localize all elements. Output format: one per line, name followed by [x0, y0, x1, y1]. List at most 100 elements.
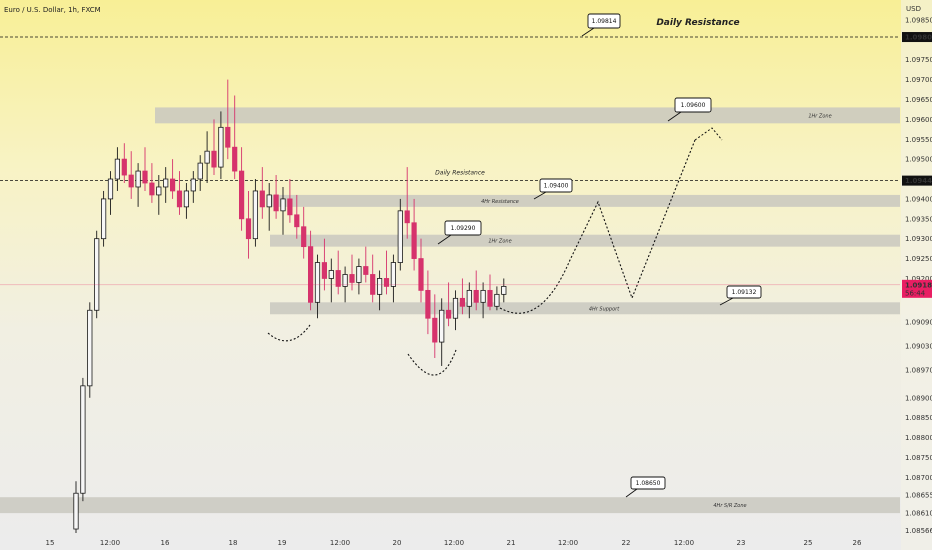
- time-tick-label: 18: [229, 539, 238, 547]
- callout-box: [587, 13, 621, 29]
- time-tick-label: 12:00: [558, 539, 578, 547]
- candle-body: [294, 214, 300, 228]
- candle-body: [169, 178, 176, 192]
- candle-body: [452, 297, 459, 319]
- currency-label: USD: [906, 5, 921, 13]
- candle-body: [121, 158, 127, 176]
- candle-body: [349, 274, 355, 283]
- price-tick-label: 1.09200: [905, 275, 932, 283]
- candle-body: [128, 174, 134, 188]
- price-tag: [902, 279, 932, 298]
- zone-label: 4Hr Resistance: [481, 199, 519, 205]
- price-tick-label: 1.09350: [905, 215, 932, 223]
- candle-body: [114, 158, 120, 180]
- zone-band: [270, 234, 900, 247]
- candle-body: [363, 266, 369, 275]
- candle-body: [135, 170, 141, 188]
- projection-curve: [407, 349, 457, 376]
- callout-label: 1.09290: [451, 225, 476, 232]
- candle-body: [287, 198, 293, 216]
- time-axis[interactable]: 15 12:00 16 18 19 12:00 20 12:00 21 12:00 22 12:00 2…: [46, 539, 862, 547]
- callouts-layer: 1.09814 1.09600 1.09400 1.09290 1.09132 1.086…: [437, 13, 762, 498]
- candle-body: [238, 170, 245, 220]
- price-tick-label: 1.09400: [905, 195, 932, 203]
- candle-body: [425, 289, 431, 319]
- price-tag-sublabel: 56:44: [905, 289, 926, 297]
- candle-body: [356, 266, 362, 283]
- price-tick-label: 1.09550: [905, 136, 932, 144]
- zone-band: [155, 107, 900, 124]
- price-tick-label: 1.09250: [905, 255, 932, 263]
- price-tag-label: 1.09807: [905, 34, 932, 42]
- price-tick-label: 1.09500: [905, 156, 932, 164]
- candle-body: [156, 186, 162, 196]
- price-tick-label: 1.09600: [905, 116, 932, 124]
- candle-body: [80, 385, 86, 494]
- time-tick-label: 21: [507, 539, 516, 547]
- candle-body: [259, 190, 265, 208]
- projection-curve: [499, 139, 696, 314]
- candle-body: [370, 274, 376, 295]
- candle-body: [149, 182, 155, 196]
- price-tick-label: 1.09030: [905, 343, 932, 351]
- zone-band: [0, 497, 900, 514]
- candle-body: [459, 297, 466, 307]
- candle-body: [342, 274, 348, 287]
- candle-body: [335, 270, 341, 287]
- price-tick-label: 1.09650: [905, 96, 932, 104]
- zones-layer: 1Hr Zone 4Hr Resistance 1Hr Zone 4Hr Suppor…: [0, 107, 900, 514]
- candle-body: [445, 309, 452, 319]
- price-tag-label: 1.09446: [905, 177, 932, 185]
- callout-label: 1.09600: [681, 102, 706, 109]
- candle-body: [204, 150, 210, 164]
- price-tick-label: 1.08750: [905, 454, 932, 462]
- price-tick-label: 1.09090: [905, 319, 932, 327]
- candles-layer: [73, 79, 507, 533]
- candle-body: [390, 262, 397, 287]
- callout-box: [630, 476, 666, 490]
- candle-body: [473, 289, 479, 303]
- price-tag-label: 1.09184: [905, 281, 932, 289]
- candle-body: [73, 492, 79, 530]
- candle-body: [252, 190, 258, 240]
- callout-label: 1.08650: [636, 480, 661, 487]
- callout-pointer: [437, 234, 452, 245]
- daily-resistance-label: Daily Resistance: [656, 18, 739, 28]
- candle-body: [197, 162, 203, 180]
- zone-label: 4Hr Support: [589, 306, 620, 312]
- price-tick-label: 1.09300: [905, 235, 932, 243]
- projection-curve: [694, 127, 723, 141]
- candle-body: [266, 194, 272, 208]
- zone-band: [270, 194, 900, 207]
- price-axis-bg: [901, 0, 932, 550]
- candle-body: [142, 170, 148, 184]
- zone-label: 4Hr S/R Zone: [713, 503, 746, 509]
- price-tick-label: 1.08970: [905, 366, 932, 374]
- time-tick-label: 25: [804, 539, 813, 547]
- zone-label: 1Hr Zone: [488, 239, 511, 245]
- price-tick-label: 1.09850: [905, 16, 932, 24]
- time-tick-label: 12:00: [674, 539, 694, 547]
- time-tick-label: 19: [278, 539, 287, 547]
- candle-body: [218, 126, 224, 168]
- candle-body: [494, 293, 500, 307]
- candle-body: [376, 278, 383, 295]
- callout-pointer: [667, 111, 682, 122]
- callout-box: [539, 178, 573, 193]
- candle-body: [101, 198, 107, 240]
- candle-body: [211, 150, 217, 168]
- candle-body: [94, 238, 100, 311]
- candle-body: [190, 178, 196, 192]
- candle-body: [232, 146, 238, 172]
- candle-body: [314, 262, 321, 303]
- candle-body: [480, 289, 486, 303]
- time-tick-label: 12:00: [444, 539, 464, 547]
- symbol-title: Euro / U.S. Dollar, 1h, FXCM: [4, 6, 101, 14]
- callout-pointer: [625, 488, 638, 498]
- price-tick-label: 1.09750: [905, 56, 932, 64]
- time-tick-label: 16: [161, 539, 170, 547]
- time-tick-label: 26: [853, 539, 862, 547]
